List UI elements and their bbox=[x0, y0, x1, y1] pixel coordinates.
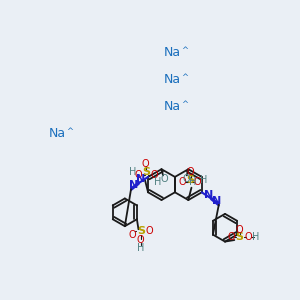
Text: N: N bbox=[212, 196, 221, 206]
Text: H: H bbox=[200, 175, 208, 185]
Text: O: O bbox=[160, 174, 168, 184]
Text: O: O bbox=[142, 159, 150, 169]
Text: O: O bbox=[128, 230, 136, 240]
Text: N: N bbox=[136, 174, 146, 184]
Text: N: N bbox=[129, 180, 138, 190]
Text: ^: ^ bbox=[66, 127, 73, 136]
Text: S: S bbox=[142, 167, 150, 177]
Text: N: N bbox=[204, 190, 213, 200]
Text: ^: ^ bbox=[181, 100, 188, 109]
Text: ^: ^ bbox=[181, 46, 188, 55]
Text: O: O bbox=[137, 235, 145, 245]
Text: Na: Na bbox=[164, 46, 181, 59]
Text: O: O bbox=[182, 174, 190, 184]
Text: O: O bbox=[178, 177, 186, 187]
Text: H: H bbox=[154, 176, 161, 187]
Text: O: O bbox=[236, 225, 244, 235]
Text: O: O bbox=[227, 232, 235, 242]
Text: O: O bbox=[244, 232, 252, 242]
Text: Na: Na bbox=[164, 100, 181, 113]
Text: O: O bbox=[135, 169, 142, 180]
Text: O: O bbox=[194, 177, 202, 187]
Text: O: O bbox=[187, 167, 194, 176]
Text: S: S bbox=[187, 175, 195, 185]
Text: Na: Na bbox=[164, 74, 181, 86]
Text: H: H bbox=[137, 243, 145, 253]
Text: H: H bbox=[129, 167, 136, 177]
Text: Na: Na bbox=[49, 127, 66, 140]
Text: O: O bbox=[151, 169, 158, 180]
Text: ^: ^ bbox=[181, 73, 188, 82]
Text: H: H bbox=[252, 232, 260, 242]
Text: S: S bbox=[137, 226, 145, 236]
Text: S: S bbox=[236, 232, 244, 242]
Text: H: H bbox=[188, 176, 196, 187]
Text: O: O bbox=[146, 226, 153, 236]
